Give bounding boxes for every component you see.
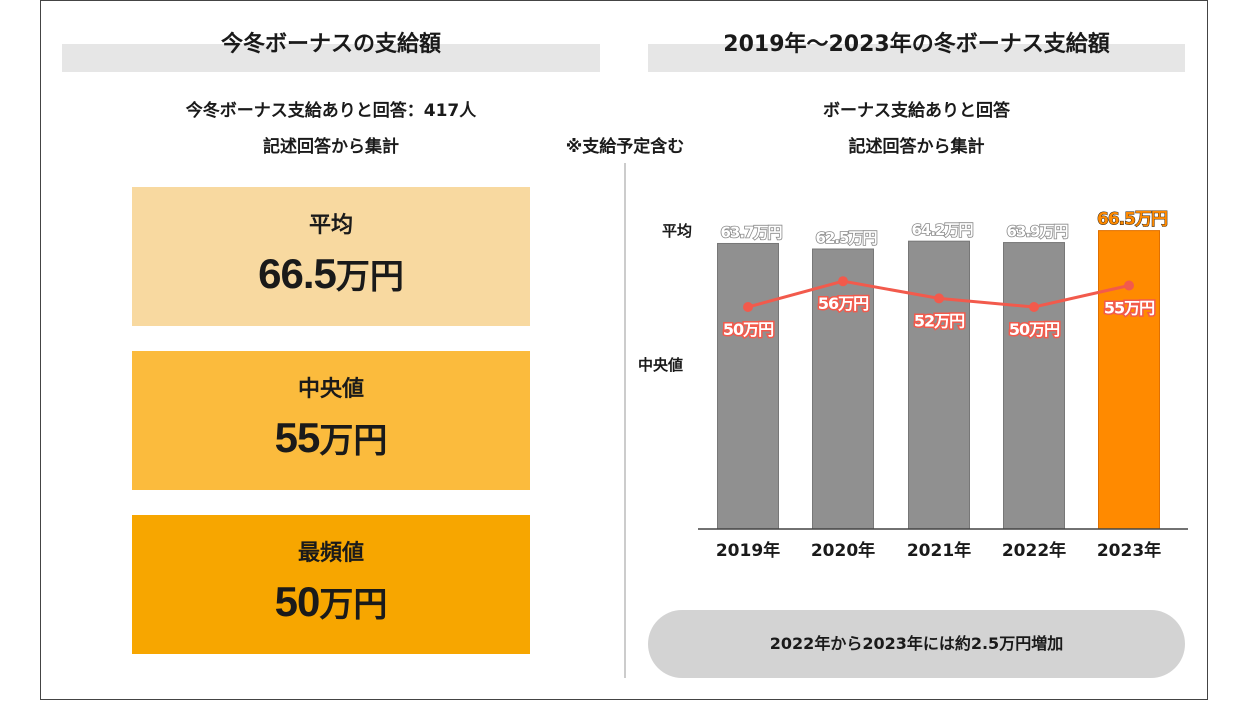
median-value-label: 50万円: [723, 320, 773, 339]
stat-box-median: 中央値 55万円: [132, 351, 530, 490]
stat-number-median: 55: [274, 414, 321, 461]
figure-frame: [40, 0, 1208, 700]
right-subtitle-condition: ボーナス支給ありと回答: [823, 101, 1010, 121]
center-note: ※支給予定含む: [565, 137, 685, 157]
stat-number-average: 66.5: [258, 250, 337, 297]
stat-unit-average: 万円: [335, 257, 404, 297]
bar-2019: [717, 242, 779, 530]
x-tick-label: 2020年: [811, 540, 875, 561]
bar-value-label: 66.5万円: [1097, 210, 1167, 230]
x-tick-label: 2021年: [907, 540, 971, 561]
median-point: [838, 276, 848, 287]
median-point: [934, 293, 944, 304]
x-tick-label: 2023年: [1097, 540, 1161, 561]
bar-axis-label: 平均: [662, 222, 692, 240]
stat-label-median: 中央値: [297, 377, 364, 402]
left-header-band: [62, 44, 600, 72]
right-header-band: [648, 44, 1185, 72]
stat-value-average: 66.5万円: [132, 249, 530, 298]
bar-2021: [908, 240, 970, 530]
median-point: [1124, 280, 1134, 291]
bar-value-label: 64.2万円: [911, 221, 973, 239]
panel-divider: [624, 163, 626, 678]
bar-2023: [1098, 230, 1160, 530]
stat-label-mode: 最頻値: [297, 541, 364, 566]
right-subtitle-method: 記述回答から集計: [848, 137, 985, 157]
bar-value-label: 62.5万円: [815, 229, 877, 247]
stat-label-average: 平均: [308, 213, 353, 238]
right-header-title: 2019年～2023年の冬ボーナス支給額: [723, 32, 1110, 57]
median-point: [743, 302, 753, 312]
x-tick-label: 2019年: [716, 540, 780, 561]
x-tick-label: 2022年: [1002, 540, 1066, 561]
stat-box-mode: 最頻値 50万円: [132, 515, 530, 654]
line-axis-label: 中央値: [638, 356, 683, 374]
stat-unit-mode: 万円: [319, 585, 388, 625]
increase-note: 2022年から2023年には約2.5万円増加: [648, 610, 1185, 678]
stat-number-mode: 50: [274, 578, 321, 625]
stat-value-mode: 50万円: [132, 577, 530, 626]
left-header-title: 今冬ボーナスの支給額: [220, 32, 441, 57]
median-value-label: 50万円: [1009, 320, 1059, 339]
bar-2020: [812, 248, 874, 530]
median-point: [1029, 302, 1039, 312]
stat-value-median: 55万円: [132, 413, 530, 462]
bar-2022: [1003, 242, 1065, 530]
median-value-label: 52万円: [914, 311, 964, 330]
median-value-label: 55万円: [1104, 299, 1154, 318]
median-value-label: 56万円: [818, 294, 868, 313]
bar-value-label: 63.7万円: [720, 223, 782, 241]
stat-unit-median: 万円: [319, 421, 388, 461]
left-subtitle-method: 記述回答から集計: [263, 137, 399, 157]
bar-value-label: 63.9万円: [1006, 223, 1068, 241]
left-subtitle-respondents: 今冬ボーナス支給ありと回答：417人: [185, 101, 477, 121]
stat-box-average: 平均 66.5万円: [132, 187, 530, 326]
